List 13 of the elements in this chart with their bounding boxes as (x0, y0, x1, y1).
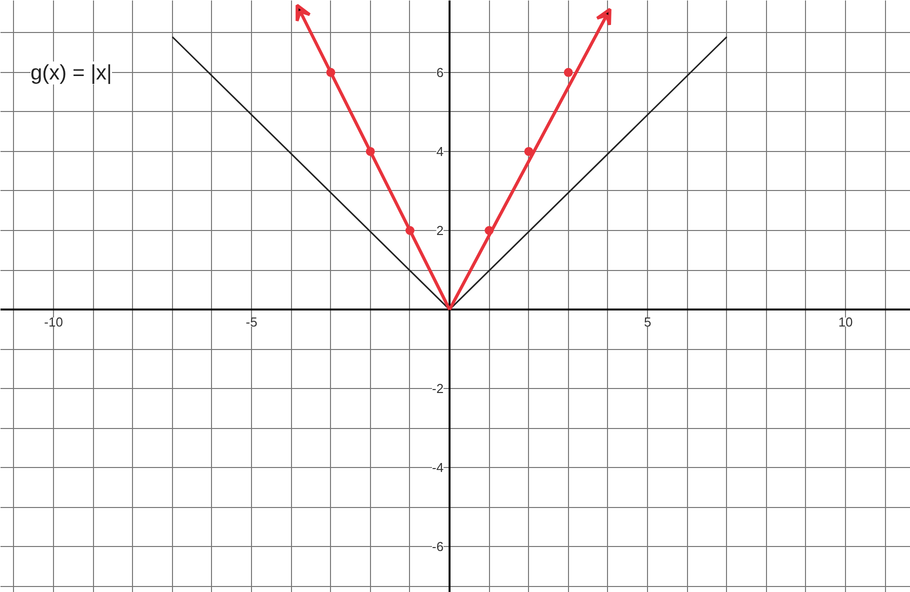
y-tick-label: -2 (432, 381, 444, 396)
x-tick-label: -5 (246, 314, 258, 330)
point (564, 68, 573, 77)
x-tick-label: 10 (838, 314, 853, 330)
text: g(x) = |x| (30, 62, 112, 84)
x-tick-label: -10 (44, 314, 63, 330)
point (524, 146, 534, 156)
y-tick-label: -6 (432, 539, 444, 554)
y-tick-label: 2 (436, 223, 444, 238)
x-tick-label: 5 (644, 314, 652, 330)
y-tick-label: 4 (436, 144, 444, 159)
y-tick-label: 6 (436, 64, 444, 80)
y-tick-label: -4 (432, 460, 444, 476)
